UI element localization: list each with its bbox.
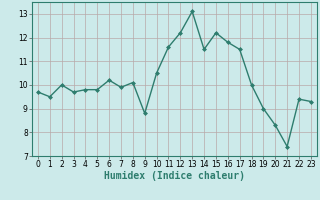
X-axis label: Humidex (Indice chaleur): Humidex (Indice chaleur) — [104, 171, 245, 181]
